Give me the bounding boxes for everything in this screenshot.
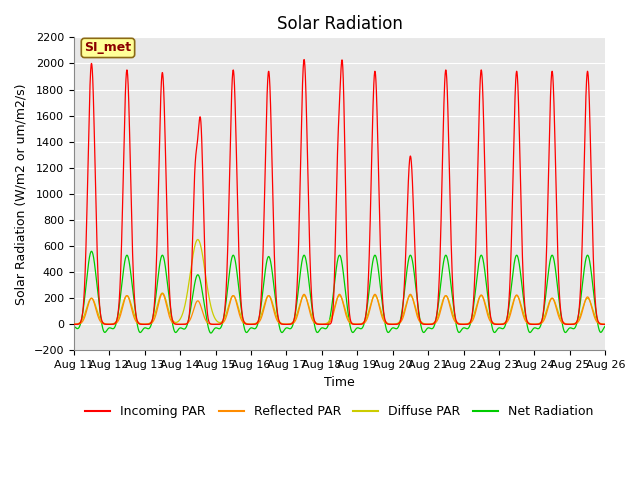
Y-axis label: Solar Radiation (W/m2 or um/m2/s): Solar Radiation (W/m2 or um/m2/s) bbox=[15, 83, 28, 305]
Text: SI_met: SI_met bbox=[84, 41, 132, 54]
X-axis label: Time: Time bbox=[324, 376, 355, 389]
Title: Solar Radiation: Solar Radiation bbox=[276, 15, 403, 33]
Legend: Incoming PAR, Reflected PAR, Diffuse PAR, Net Radiation: Incoming PAR, Reflected PAR, Diffuse PAR… bbox=[81, 400, 598, 423]
